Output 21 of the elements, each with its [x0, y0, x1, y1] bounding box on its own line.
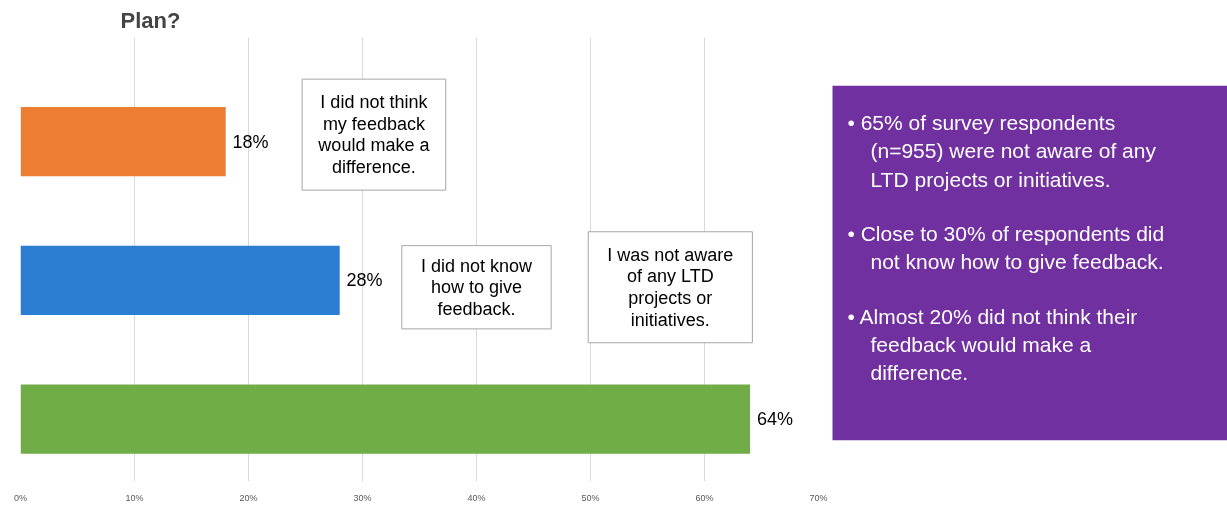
annotation: I was not aware of any LTD projects or initiatives.: [607, 244, 734, 330]
text: • 65% of survey respondents (n=955) were not aware of any LTD projects or initiatives.: [847, 111, 1157, 191]
x-tick-label: 0%: [14, 492, 28, 503]
x-tick-label: 60%: [695, 492, 714, 503]
bar: [20, 245, 340, 315]
bar: [20, 106, 226, 177]
annotation: I did not think my feedback would make a difference.: [317, 92, 431, 177]
x-tick-label: 70%: [809, 492, 828, 503]
x-tick-label: 20%: [239, 492, 258, 503]
data-label: 28%: [346, 270, 383, 291]
text: • Almost 20% did not think their feedback would make a difference.: [847, 304, 1138, 384]
data-label: 18%: [232, 131, 269, 152]
bar: [20, 384, 751, 454]
chart-title: Plan?: [120, 7, 181, 33]
annotation: I did not know how to give feedback.: [420, 255, 534, 319]
x-tick-label: 30%: [353, 492, 372, 503]
x-tick-label: 10%: [125, 492, 144, 503]
x-tick-label: 50%: [581, 492, 600, 503]
text: • Close to 30% of respondents did not know how to give feedback.: [847, 222, 1165, 274]
data-label: 64%: [756, 409, 793, 430]
x-tick-label: 40%: [467, 492, 486, 503]
